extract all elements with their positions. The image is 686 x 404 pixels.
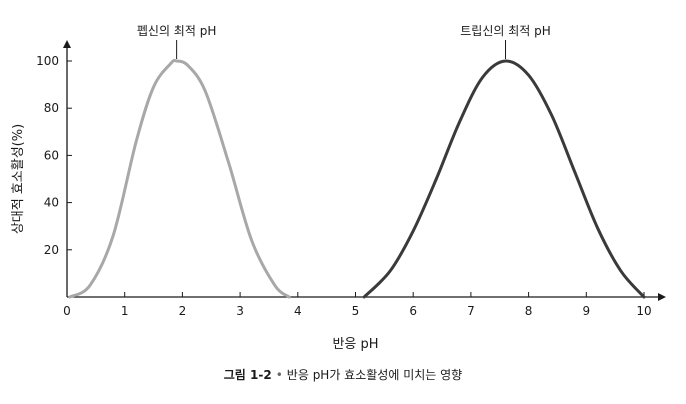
pepsin-optimum-label: 펩신의 최적 pH <box>137 24 216 38</box>
x-tick-label: 8 <box>525 304 533 318</box>
pepsin-curve <box>68 58 291 299</box>
x-tick-label: 0 <box>63 304 71 318</box>
y-tick-label: 40 <box>44 196 59 210</box>
caption-text: 반응 pH가 효소활성에 미치는 영향 <box>286 368 463 382</box>
x-tick-label: 3 <box>236 304 244 318</box>
x-tick-label: 5 <box>352 304 360 318</box>
y-axis-arrow <box>63 40 71 48</box>
x-tick-label: 9 <box>582 304 590 318</box>
y-tick-label: 20 <box>44 243 59 257</box>
x-tick-label: 4 <box>294 304 302 318</box>
x-tick-label: 2 <box>179 304 187 318</box>
y-tick-label: 80 <box>44 101 59 115</box>
x-tick-label: 7 <box>467 304 475 318</box>
y-tick-label: 100 <box>36 54 59 68</box>
y-axis-title: 상대적 효소활성(%) <box>11 124 26 234</box>
x-axis-title: 반응 pH <box>332 337 378 352</box>
trypsin-curve <box>362 59 646 299</box>
figure-number: 그림 1-2 <box>223 368 272 382</box>
trypsin-optimum-label: 트립신의 최적 pH <box>460 24 551 38</box>
caption-bullet: • <box>275 368 283 382</box>
x-axis-arrow <box>658 293 666 301</box>
x-tick-label: 6 <box>409 304 417 318</box>
x-tick-label: 1 <box>121 304 129 318</box>
figure-caption: 그림 1-2 • 반응 pH가 효소활성에 미치는 영향 <box>0 366 686 383</box>
x-tick-label: 10 <box>636 304 651 318</box>
y-tick-label: 60 <box>44 148 59 162</box>
